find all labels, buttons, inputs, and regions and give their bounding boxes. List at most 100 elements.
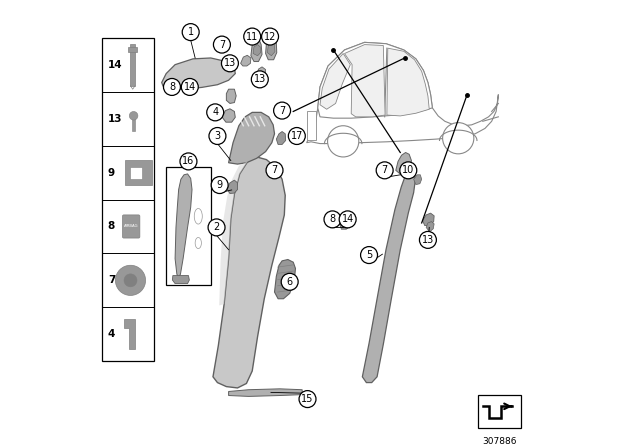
Circle shape: [213, 36, 230, 53]
Text: 6: 6: [287, 277, 292, 287]
Circle shape: [419, 232, 436, 248]
Text: 7: 7: [381, 165, 388, 175]
Polygon shape: [251, 39, 262, 61]
Polygon shape: [124, 319, 134, 349]
Text: 7: 7: [271, 165, 278, 175]
Text: 14: 14: [184, 82, 196, 92]
Circle shape: [252, 71, 268, 88]
Circle shape: [115, 265, 145, 295]
Polygon shape: [228, 112, 275, 164]
Text: 14: 14: [108, 60, 122, 70]
Text: 307886: 307886: [482, 437, 516, 446]
Text: 13: 13: [108, 114, 122, 124]
Text: 9: 9: [216, 180, 223, 190]
Text: 13: 13: [224, 58, 236, 68]
Circle shape: [182, 24, 199, 41]
Circle shape: [328, 126, 359, 157]
Text: 4: 4: [108, 329, 115, 339]
Circle shape: [180, 153, 197, 170]
Circle shape: [400, 162, 417, 179]
Polygon shape: [422, 213, 434, 226]
Bar: [128, 47, 137, 52]
Polygon shape: [162, 58, 236, 89]
Polygon shape: [228, 389, 302, 396]
Circle shape: [208, 219, 225, 236]
Polygon shape: [253, 45, 260, 56]
Circle shape: [262, 28, 278, 45]
Polygon shape: [241, 55, 251, 66]
Ellipse shape: [195, 237, 202, 249]
Circle shape: [211, 177, 228, 194]
Bar: [132, 116, 136, 130]
Ellipse shape: [195, 208, 202, 224]
Text: AIRBAG: AIRBAG: [124, 224, 138, 228]
Text: 7: 7: [219, 39, 225, 50]
Circle shape: [129, 112, 138, 120]
Circle shape: [443, 123, 474, 154]
Circle shape: [244, 28, 260, 45]
Text: 12: 12: [264, 31, 276, 42]
Circle shape: [339, 211, 356, 228]
Text: 7: 7: [108, 276, 115, 285]
Bar: [307, 112, 316, 141]
Polygon shape: [387, 48, 429, 116]
Bar: [478, 395, 521, 428]
Bar: [102, 38, 154, 361]
Circle shape: [281, 273, 298, 290]
Text: 16: 16: [182, 156, 195, 166]
Circle shape: [221, 55, 239, 72]
Bar: [125, 160, 152, 185]
Bar: [166, 167, 211, 285]
Polygon shape: [220, 161, 248, 306]
Text: 3: 3: [214, 131, 221, 141]
Polygon shape: [172, 276, 189, 284]
Polygon shape: [222, 109, 236, 122]
Polygon shape: [318, 43, 433, 118]
Polygon shape: [266, 37, 276, 60]
Circle shape: [209, 128, 226, 144]
Text: 5: 5: [366, 250, 372, 260]
Circle shape: [299, 391, 316, 408]
FancyBboxPatch shape: [122, 215, 140, 238]
Text: 1: 1: [188, 27, 194, 37]
Polygon shape: [320, 53, 350, 109]
Polygon shape: [413, 175, 422, 185]
Circle shape: [360, 246, 378, 263]
Circle shape: [207, 104, 224, 121]
Polygon shape: [257, 67, 266, 79]
Polygon shape: [227, 180, 237, 194]
Circle shape: [376, 162, 393, 179]
Text: 4: 4: [212, 108, 218, 117]
Text: 8: 8: [330, 215, 335, 224]
Polygon shape: [175, 174, 192, 277]
Text: 13: 13: [422, 235, 434, 245]
Bar: [130, 167, 142, 179]
Polygon shape: [340, 218, 351, 229]
Polygon shape: [396, 152, 412, 175]
Text: 14: 14: [342, 215, 354, 224]
Text: 15: 15: [301, 394, 314, 404]
Polygon shape: [276, 132, 285, 144]
Polygon shape: [275, 259, 296, 299]
Polygon shape: [268, 43, 275, 56]
Polygon shape: [362, 170, 415, 383]
Polygon shape: [227, 89, 236, 103]
Text: 10: 10: [402, 165, 415, 175]
Text: 17: 17: [291, 131, 303, 141]
Polygon shape: [307, 43, 499, 143]
Text: 2: 2: [213, 222, 220, 233]
Circle shape: [266, 162, 283, 179]
Circle shape: [163, 78, 180, 95]
Polygon shape: [344, 45, 385, 117]
Circle shape: [324, 211, 341, 228]
Text: 13: 13: [253, 74, 266, 84]
Polygon shape: [426, 222, 434, 232]
Text: 7: 7: [279, 106, 285, 116]
Bar: [131, 44, 135, 86]
Text: 8: 8: [169, 82, 175, 92]
Text: 9: 9: [108, 168, 115, 177]
Circle shape: [181, 78, 198, 95]
Circle shape: [124, 274, 137, 287]
Circle shape: [289, 128, 305, 144]
Polygon shape: [213, 157, 285, 388]
